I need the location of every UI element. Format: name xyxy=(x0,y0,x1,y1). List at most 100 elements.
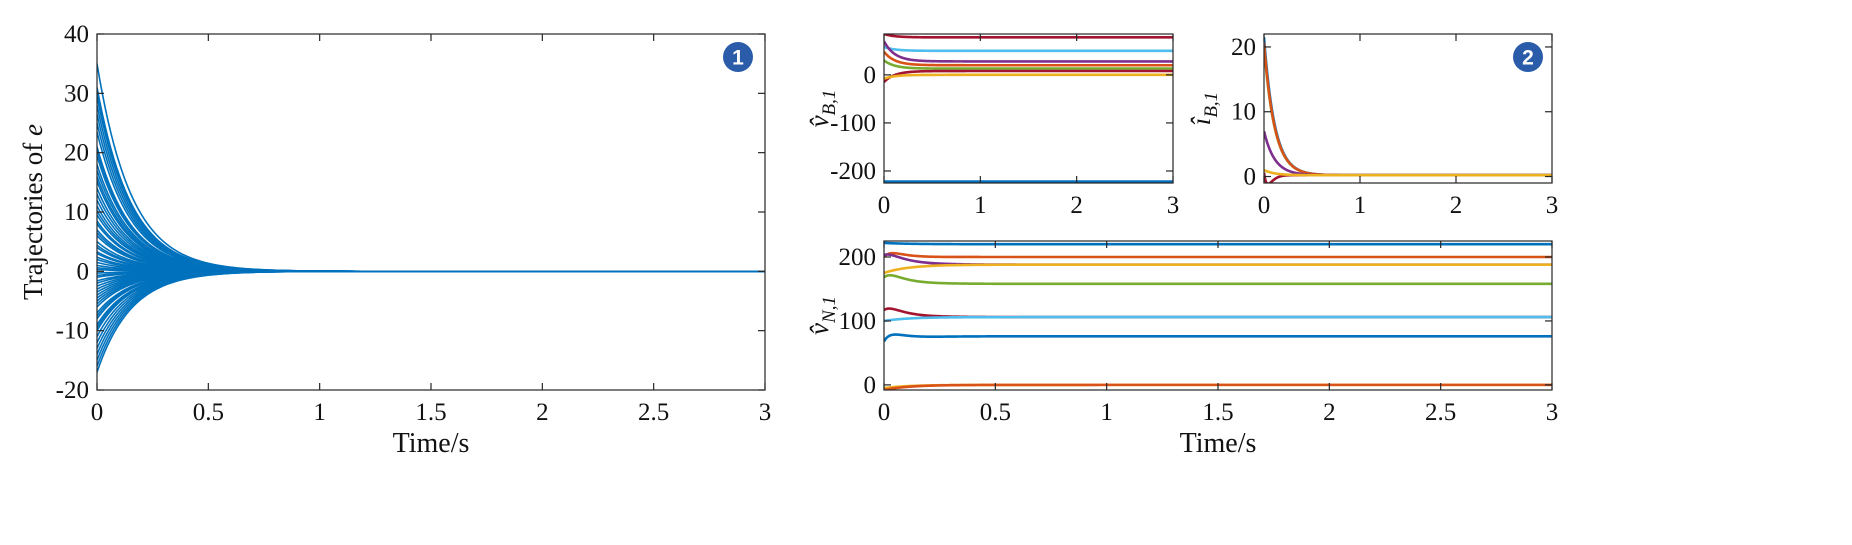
panel-number-badge xyxy=(1513,42,1543,72)
trajectory-line-9 xyxy=(97,150,765,273)
trajectory-line-51 xyxy=(97,270,765,317)
trajectory-line-12 xyxy=(97,170,765,273)
x-tick-label: 0.5 xyxy=(980,399,1011,426)
x-tick-label: 2.5 xyxy=(638,399,669,426)
y-axis-label: îB,1 xyxy=(1186,92,1222,125)
y-tick-label: 30 xyxy=(64,80,89,107)
trajectory-line-61 xyxy=(97,270,765,367)
y-tick-label: 20 xyxy=(1231,34,1256,61)
y-axis-label: v̂N,1 xyxy=(804,296,840,335)
series-line-1 xyxy=(884,34,1173,39)
y-tick-label: 0 xyxy=(1244,164,1257,191)
y-tick-label: 20 xyxy=(64,140,89,167)
x-tick-label: 3 xyxy=(1546,192,1559,219)
y-tick-label: 0 xyxy=(864,62,877,89)
x-tick-label: 0.5 xyxy=(193,399,224,426)
series-line-3 xyxy=(1264,130,1552,177)
trajectory-line-2 xyxy=(97,91,765,273)
x-axis-label: Time/s xyxy=(393,428,470,459)
series-line-4 xyxy=(884,273,1552,286)
x-tick-label: 1 xyxy=(974,192,987,219)
trajectory-line-4 xyxy=(97,105,765,273)
x-tick-label: 2 xyxy=(1323,399,1336,426)
x-tick-label: 2 xyxy=(536,399,549,426)
y-axis-label: Trajectories of e xyxy=(18,124,48,300)
trajectory-line-53 xyxy=(97,270,765,326)
y-tick-label: 0 xyxy=(77,258,90,285)
series-line-7 xyxy=(884,73,1173,80)
x-tick-label: 1.5 xyxy=(415,399,446,426)
series-group xyxy=(97,63,765,373)
y-tick-label: -20 xyxy=(56,377,89,404)
y-tick-label: 10 xyxy=(64,199,89,226)
trajectory-line-11 xyxy=(97,164,765,273)
trajectory-line-13 xyxy=(97,176,765,273)
y-tick-label: 0 xyxy=(864,372,877,399)
y-tick-label: 200 xyxy=(839,244,877,271)
series-line-5 xyxy=(1264,168,1552,177)
series-line-3 xyxy=(884,40,1173,63)
series-line-4 xyxy=(884,50,1173,67)
trajectory-line-50 xyxy=(97,270,765,314)
y-tick-label: 40 xyxy=(64,21,89,48)
panel-ib-estimate: 0 1 2 3 0 10 20 îB,1 2 xyxy=(1186,33,1559,219)
y-tick-label: -200 xyxy=(830,158,876,185)
trajectory-line-8 xyxy=(97,146,765,273)
series-line-2 xyxy=(884,45,1173,53)
x-tick-label: 2.5 xyxy=(1425,399,1456,426)
trajectory-line-62 xyxy=(97,270,765,373)
x-tick-label: 0 xyxy=(1258,192,1271,219)
series-line-5 xyxy=(884,59,1173,70)
panel-number-badge xyxy=(723,42,753,72)
x-tick-label: 1 xyxy=(313,399,326,426)
x-tick-label: 2 xyxy=(1450,192,1463,219)
series-group xyxy=(884,34,1173,183)
x-tick-label: 1 xyxy=(1354,192,1367,219)
panel-number-label: 2 xyxy=(1522,47,1534,70)
trajectory-line-58 xyxy=(97,270,765,349)
trajectory-line-60 xyxy=(97,270,765,361)
trajectory-line-0 xyxy=(97,63,765,273)
trajectory-line-3 xyxy=(97,96,765,273)
trajectory-line-6 xyxy=(97,122,765,273)
axes-box xyxy=(883,33,1174,184)
x-axis-label: Time/s xyxy=(1180,428,1257,459)
panel-vn-estimate: 0 0.5 1 1.5 2 2.5 3 0 100 200 Time/s v̂N,1 xyxy=(804,240,1559,459)
axes-box xyxy=(96,33,766,391)
x-tick-label: 1 xyxy=(1100,399,1113,426)
trajectory-line-5 xyxy=(97,113,765,273)
x-tick-label: 3 xyxy=(1546,399,1559,426)
trajectory-line-55 xyxy=(97,270,765,332)
y-axis-label-subscript: B,1 xyxy=(1201,92,1222,118)
trajectory-line-1 xyxy=(97,87,765,273)
series-line-2 xyxy=(1264,42,1552,177)
series-line-3 xyxy=(884,263,1552,275)
series-line-7 xyxy=(884,333,1552,343)
series-line-6 xyxy=(884,69,1173,84)
y-axis-label-main: v̂ xyxy=(804,323,834,335)
series-line-9 xyxy=(884,383,1552,390)
x-tick-label: 0 xyxy=(91,399,104,426)
y-axis-label-main: v̂ xyxy=(804,115,834,127)
trajectory-line-10 xyxy=(97,155,765,273)
y-tick-label: -100 xyxy=(830,110,876,137)
y-axis-label-subscript: N,1 xyxy=(819,296,840,324)
trajectory-line-54 xyxy=(97,270,765,329)
y-tick-label: 100 xyxy=(839,308,877,335)
x-tick-label: 2 xyxy=(1070,192,1083,219)
trajectory-line-56 xyxy=(97,270,765,337)
y-axis-label-subscript: B,1 xyxy=(819,90,840,116)
series-group xyxy=(884,241,1552,390)
trajectory-line-59 xyxy=(97,270,765,355)
trajectory-line-7 xyxy=(97,131,765,273)
y-axis-label: v̂B,1 xyxy=(804,90,840,128)
y-axis-label-var: e xyxy=(18,124,48,136)
x-tick-label: 1.5 xyxy=(1202,399,1233,426)
y-axis-label-main: Trajectories of xyxy=(18,136,48,300)
axes-box xyxy=(1263,33,1553,184)
trajectory-line-15 xyxy=(97,187,765,273)
series-line-1 xyxy=(1264,45,1552,177)
y-tick-label: -10 xyxy=(56,318,89,345)
x-tick-label: 3 xyxy=(759,399,772,426)
